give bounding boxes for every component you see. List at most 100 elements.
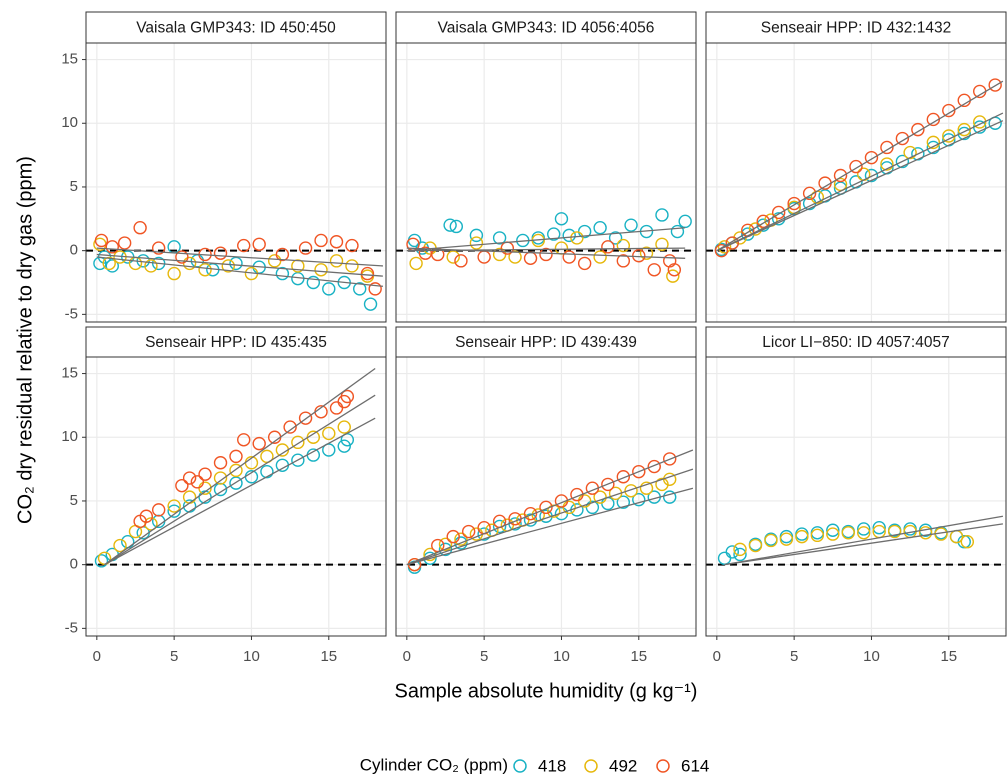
point (105, 240, 119, 254)
point (275, 266, 290, 281)
point (360, 266, 375, 281)
point (322, 426, 336, 441)
point (314, 233, 328, 248)
point (562, 228, 576, 243)
point (363, 297, 378, 311)
point (298, 411, 313, 425)
panel-title: Senseair HPP: ID 435:435 (145, 334, 327, 351)
point (960, 535, 975, 549)
point (647, 459, 661, 474)
point (616, 495, 631, 509)
point (454, 532, 468, 546)
panel-marks (94, 367, 376, 568)
panel-title: Senseair HPP: ID 439:439 (455, 334, 637, 351)
x-tick-label: 5 (480, 648, 488, 665)
y-tick-label: 10 (61, 114, 78, 131)
point (431, 538, 445, 553)
strip (85, 11, 387, 44)
fit-line (406, 247, 686, 259)
point (353, 282, 367, 296)
point (283, 420, 297, 434)
panel-title: Licor LI−850: ID 4057:4057 (762, 334, 949, 351)
point (678, 214, 692, 229)
fit-line (406, 468, 694, 566)
point (593, 250, 607, 264)
fit-line (716, 120, 1004, 252)
point (903, 145, 917, 160)
point (508, 250, 522, 264)
point (663, 490, 677, 504)
point (237, 433, 251, 447)
y-tick-label: 5 (70, 178, 78, 195)
point (469, 236, 484, 250)
point (345, 238, 359, 253)
x-tick-label: 0 (93, 648, 101, 665)
point (198, 467, 212, 481)
point (547, 227, 561, 241)
point (539, 247, 553, 262)
point (857, 526, 871, 540)
point (229, 463, 243, 478)
point (213, 456, 228, 470)
fit-line (724, 515, 1004, 566)
point (666, 269, 680, 283)
point (795, 529, 809, 544)
point (492, 519, 507, 534)
point (94, 554, 109, 568)
panel-title: Vaisala GMP343: ID 4056:4056 (438, 20, 655, 37)
point (213, 246, 228, 260)
point (133, 221, 147, 235)
x-tick-label: 0 (403, 648, 411, 665)
point (926, 140, 941, 155)
point (337, 420, 351, 434)
point (725, 545, 739, 559)
point (647, 263, 661, 277)
point (461, 524, 476, 539)
fit-line (716, 112, 1004, 252)
point (624, 484, 638, 498)
panel-marks (714, 78, 1004, 258)
fit-line (96, 247, 383, 267)
point (787, 196, 801, 211)
point (841, 526, 855, 540)
point (409, 256, 423, 271)
point (260, 464, 274, 479)
strip (395, 11, 697, 44)
point (329, 235, 344, 249)
legend-label: 492 (609, 756, 637, 775)
panel-marks (717, 515, 1004, 566)
point (492, 231, 507, 245)
point (449, 219, 464, 234)
panel-background (396, 43, 696, 322)
fit-line (406, 487, 694, 566)
point (252, 436, 266, 451)
point (229, 449, 243, 464)
panel-title: Vaisala GMP343: ID 450:450 (136, 20, 336, 37)
point (655, 237, 669, 251)
point (655, 208, 669, 222)
legend-marker (584, 759, 598, 773)
panel-marks (406, 208, 692, 283)
x-tick-label: 15 (320, 648, 337, 665)
legend-label: 614 (681, 756, 709, 775)
point (667, 263, 682, 277)
point (942, 103, 956, 118)
point (291, 259, 305, 273)
point (764, 533, 778, 548)
y-tick-label: 10 (61, 428, 78, 445)
point (113, 538, 127, 553)
point (864, 168, 879, 183)
point (833, 168, 848, 183)
point (139, 509, 154, 523)
point (221, 259, 235, 273)
x-tick-label: 10 (863, 648, 880, 665)
point (306, 275, 321, 290)
point (911, 122, 925, 137)
point (577, 256, 592, 271)
panel-title: Senseair HPP: ID 432:1432 (761, 20, 951, 37)
point (918, 526, 933, 540)
y-tick-label: 5 (70, 492, 78, 509)
point (880, 157, 894, 171)
point (887, 524, 902, 539)
